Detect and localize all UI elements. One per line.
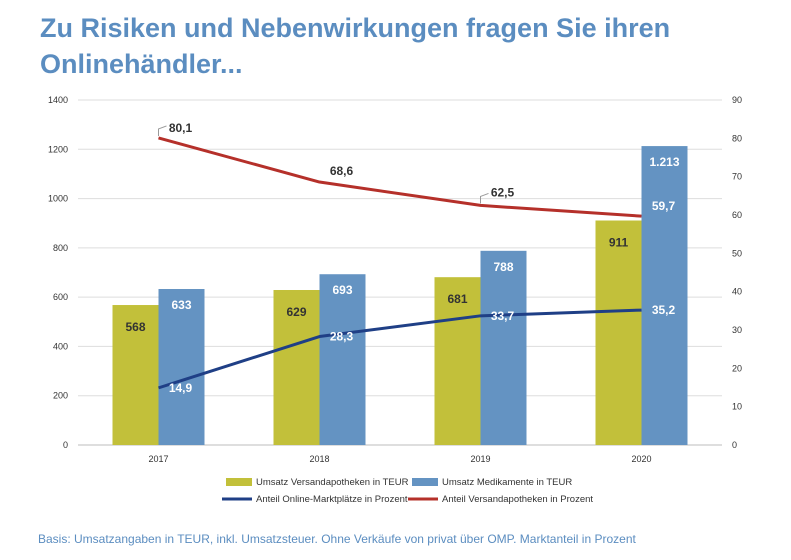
legend-label: Anteil Versandapotheken in Prozent [442,494,593,505]
legend-label: Umsatz Medikamente in TEUR [442,477,572,488]
label-leader-line [158,125,167,136]
data-labels: 568 629 681 911 633 693 788 1.213 14,9 28,3 33,7 35… [125,121,679,395]
series-line [158,136,642,218]
lines [158,125,642,390]
y-left-tick-label: 200 [53,391,68,401]
bar [595,220,642,445]
legend-swatch [226,478,252,486]
bar-data-label: 1.213 [649,155,679,169]
bar [641,146,688,445]
line-data-label: 33,7 [491,309,515,323]
legend-swatch [412,478,438,486]
axes: 0 200 400 600 800 1000 1200 1400 0 10 20 30 40 50 60 70… [48,95,742,464]
label-leader-line [480,192,489,204]
bar-data-label: 568 [125,320,145,334]
page-title: Zu Risiken und Nebenwirkungen fragen Sie… [40,13,671,79]
y-right-tick-label: 90 [732,95,742,105]
legend-label: Anteil Online-Marktplätze in Prozent [256,494,408,505]
y-left-tick-label: 800 [53,243,68,253]
line-data-label: 14,9 [169,381,193,395]
y-right-tick-label: 30 [732,325,742,335]
line-data-label: 68,6 [330,164,354,178]
y-left-tick-label: 0 [63,440,68,450]
bar [112,305,159,445]
line-data-label: 62,5 [491,185,515,199]
bar-data-label: 911 [609,236,629,250]
bar [158,289,205,445]
bar [480,250,527,445]
y-left-tick-label: 1400 [48,95,68,105]
line-data-label: 28,3 [330,330,354,344]
legend-label: Umsatz Versandapotheken in TEUR [256,477,409,488]
line-data-label: 35,2 [652,303,676,317]
bar [319,274,366,445]
line-data-label: 59,7 [652,199,676,213]
y-left-tick-label: 1000 [48,194,68,204]
y-right-tick-label: 0 [732,440,737,450]
x-tick-label: 2019 [470,454,490,464]
bar [273,289,320,445]
bar [434,277,481,445]
bar-data-label: 629 [286,305,306,319]
y-left-tick-label: 400 [53,341,68,351]
bar-data-label: 681 [447,292,467,306]
footnote: Basis: Umsatzangaben in TEUR, inkl. Umsa… [38,532,636,546]
y-right-tick-label: 20 [732,363,742,373]
bar-data-label: 633 [171,298,191,312]
y-right-tick-label: 10 [732,402,742,412]
x-tick-label: 2020 [631,454,651,464]
line-data-label: 80,1 [169,121,193,135]
y-right-tick-label: 50 [732,248,742,258]
x-tick-label: 2017 [148,454,168,464]
y-left-tick-label: 600 [53,292,68,302]
series-line [158,308,642,390]
y-right-tick-label: 80 [732,133,742,143]
bars [112,146,688,445]
y-right-tick-label: 60 [732,210,742,220]
bar-data-label: 693 [332,283,352,297]
y-right-tick-label: 70 [732,172,742,182]
legend: Umsatz Versandapotheken in TEUR Umsatz Me… [222,477,593,505]
y-right-tick-label: 40 [732,287,742,297]
y-left-tick-label: 1200 [48,144,68,154]
bar-data-label: 788 [493,260,513,274]
x-tick-label: 2018 [309,454,329,464]
